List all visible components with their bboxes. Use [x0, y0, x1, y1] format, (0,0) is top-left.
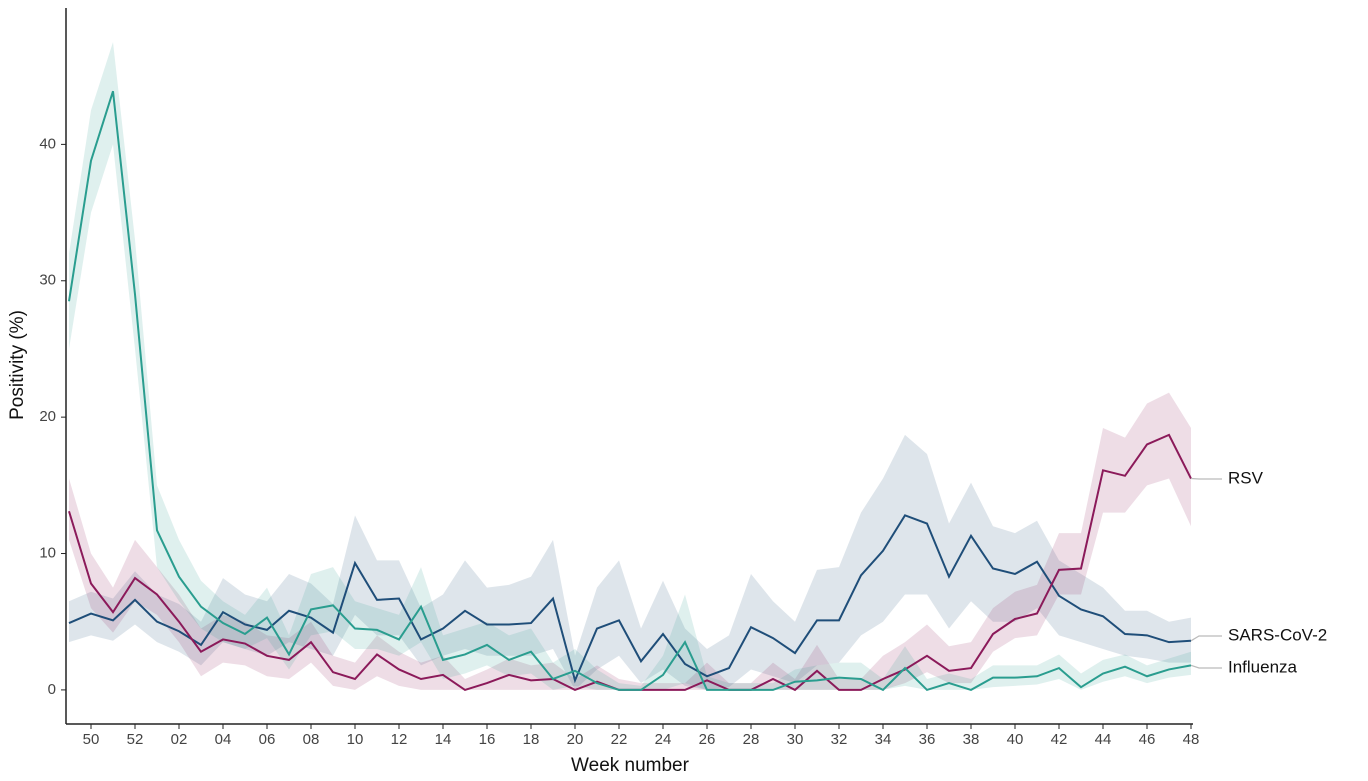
y-tick-label: 20 — [39, 408, 56, 425]
x-tick-label: 40 — [1007, 731, 1024, 748]
x-tick-label: 02 — [171, 731, 188, 748]
x-tick-label: 04 — [215, 731, 232, 748]
x-tick-label: 08 — [303, 731, 320, 748]
x-tick-label: 16 — [479, 731, 496, 748]
y-tick-label: 10 — [39, 544, 56, 561]
x-tick-label: 52 — [127, 731, 144, 748]
series-label: SARS-CoV-2 — [1228, 625, 1327, 644]
x-tick-label: 50 — [83, 731, 100, 748]
y-tick-label: 40 — [39, 135, 56, 152]
series-line — [68, 514, 1192, 684]
x-tick-label: 06 — [259, 731, 276, 748]
label-leader — [1190, 635, 1222, 642]
x-tick-label: 30 — [787, 731, 804, 748]
x-axis-title: Week number — [571, 755, 690, 776]
x-tick-label: 18 — [523, 731, 540, 748]
x-tick-label: 48 — [1183, 731, 1200, 748]
y-axis-title: Positivity (%) — [7, 310, 28, 420]
x-tick-label: 20 — [567, 731, 584, 748]
y-tick-label: 30 — [39, 272, 56, 289]
x-tick-label: 10 — [347, 731, 364, 748]
x-tick-label: 34 — [875, 731, 892, 748]
x-tick-label: 12 — [391, 731, 408, 748]
series-line — [68, 90, 1192, 692]
y-tick-label: 0 — [48, 681, 56, 698]
x-tick-label: 46 — [1139, 731, 1156, 748]
x-tick-label: 36 — [919, 731, 936, 748]
x-tick-label: 26 — [699, 731, 716, 748]
x-tick-label: 24 — [655, 731, 672, 748]
x-tick-label: 22 — [611, 731, 628, 748]
confidence-band — [69, 434, 1191, 690]
x-tick-label: 38 — [963, 731, 980, 748]
x-tick-label: 14 — [435, 731, 452, 748]
x-tick-label: 42 — [1051, 731, 1068, 748]
x-tick-label: 44 — [1095, 731, 1112, 748]
series-label: RSV — [1228, 468, 1264, 487]
label-leader — [1190, 664, 1222, 669]
x-tick-label: 28 — [743, 731, 760, 748]
series-label: Influenza — [1228, 657, 1298, 676]
x-tick-label: 32 — [831, 731, 848, 748]
